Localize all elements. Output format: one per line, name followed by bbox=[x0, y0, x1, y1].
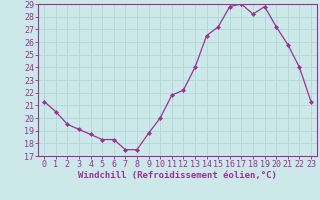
X-axis label: Windchill (Refroidissement éolien,°C): Windchill (Refroidissement éolien,°C) bbox=[78, 171, 277, 180]
